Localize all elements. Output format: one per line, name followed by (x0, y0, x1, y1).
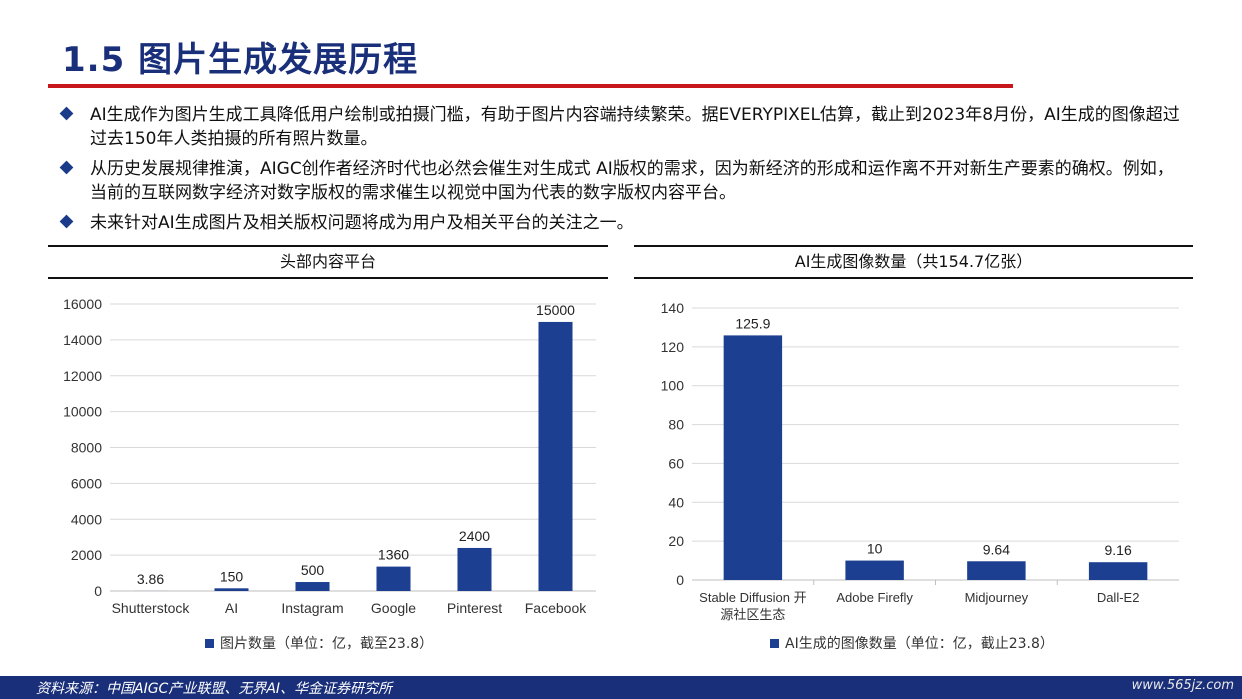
y-tick-label: 60 (668, 455, 684, 471)
bar-value-label: 1360 (378, 547, 409, 563)
diamond-bullet-icon (59, 106, 74, 121)
bullet-text: 从历史发展规律推演，AIGC创作者经济时代也必然会催生对生成式 AI版权的需求，… (90, 159, 1174, 203)
chart2-ai-images: 0 20 40 60 80 100 120 140 125.9 Stable Diffusion … (661, 300, 1179, 622)
y-tick-label: 16000 (63, 296, 102, 312)
bar-value-label: 9.16 (1105, 542, 1132, 558)
diamond-bullet-icon (59, 214, 74, 229)
bullet-list: AI生成作为图片生成工具降低用户绘制或拍摄门槛，有助于图片内容端持续繁荣。据EV… (59, 103, 1190, 241)
bar (723, 335, 783, 580)
y-tick-label: 140 (661, 300, 685, 316)
bar-value-label: 10 (867, 541, 883, 557)
y-tick-label: 14000 (63, 332, 102, 348)
x-category-label: Dall-E2 (1097, 590, 1140, 605)
bullet-item: 未来针对AI生成图片及相关版权问题将成为用户及相关平台的关注之一。 (59, 211, 1190, 235)
y-tick-label: 12000 (63, 368, 102, 384)
x-category-label: Shutterstock (112, 600, 191, 616)
x-category-label: Adobe Firefly (836, 590, 913, 605)
bullet-text: 未来针对AI生成图片及相关版权问题将成为用户及相关平台的关注之一。 (90, 213, 634, 233)
x-category-label: Midjourney (965, 590, 1029, 605)
y-tick-label: 10000 (63, 404, 102, 420)
bar (214, 588, 249, 591)
bar-value-label: 150 (220, 568, 244, 584)
y-tick-label: 2000 (71, 547, 102, 563)
y-tick-label: 120 (661, 339, 685, 355)
bar-value-label: 9.64 (983, 541, 1010, 557)
chart2-title: AI生成图像数量（共154.7亿张） (634, 245, 1193, 279)
chart2-legend: AI生成的图像数量（单位：亿，截止23.8） (770, 633, 1054, 653)
bar (295, 582, 330, 591)
x-category-label: AI (225, 600, 238, 616)
chart1-platform-images: 0 2000 4000 6000 8000 10000 12000 14000 16000 3.8… (63, 296, 596, 616)
y-tick-label: 80 (668, 417, 684, 433)
x-category-label: Google (371, 600, 416, 616)
x-category-label: Stable Diffusion 开 (699, 590, 806, 605)
y-tick-label: 20 (668, 533, 684, 549)
bar (845, 560, 904, 580)
x-category-label: 源社区生态 (720, 607, 785, 622)
y-tick-label: 8000 (71, 440, 102, 456)
bullet-item: 从历史发展规律推演，AIGC创作者经济时代也必然会催生对生成式 AI版权的需求，… (59, 157, 1190, 205)
bar (457, 547, 492, 591)
y-tick-label: 40 (668, 494, 684, 510)
legend-swatch (205, 638, 214, 648)
footer-bar: 资料来源：中国AIGC产业联盟、无界AI、华金证券研究所 www.565jz.c… (0, 676, 1242, 699)
bar-value-label: 2400 (459, 528, 490, 544)
diamond-bullet-icon (59, 160, 74, 175)
y-tick-label: 6000 (71, 475, 102, 491)
bar-value-label: 15000 (536, 302, 575, 318)
y-tick-label: 4000 (71, 511, 102, 527)
page-title: 1.5 图片生成发展历程 (62, 40, 419, 80)
bar (1088, 562, 1148, 580)
x-category-label: Facebook (525, 600, 587, 616)
bullet-item: AI生成作为图片生成工具降低用户绘制或拍摄门槛，有助于图片内容端持续繁荣。据EV… (59, 103, 1190, 151)
x-category-label: Pinterest (447, 600, 502, 616)
watermark: www.565jz.com (1131, 678, 1234, 693)
chart1-legend: 图片数量（单位：亿，截至23.8） (205, 633, 433, 653)
title-underline (48, 84, 1013, 88)
bar-value-label: 500 (301, 562, 325, 578)
bar (376, 566, 411, 591)
bullet-text: AI生成作为图片生成工具降低用户绘制或拍摄门槛，有助于图片内容端持续繁荣。据EV… (90, 105, 1180, 149)
title-bar: 1.5 图片生成发展历程 (48, 20, 1013, 90)
bar-value-label: 3.86 (137, 571, 164, 587)
legend-label: 图片数量（单位：亿，截至23.8） (220, 636, 434, 652)
x-category-label: Instagram (281, 600, 343, 616)
source-note: 资料来源：中国AIGC产业联盟、无界AI、华金证券研究所 (36, 681, 393, 697)
bar (538, 321, 573, 591)
bar-value-label: 125.9 (735, 315, 770, 331)
bar (967, 561, 1026, 580)
y-tick-label: 100 (661, 378, 685, 394)
y-tick-label: 0 (676, 572, 684, 588)
y-tick-label: 0 (94, 583, 102, 599)
chart1-title: 头部内容平台 (48, 245, 608, 279)
legend-label: AI生成的图像数量（单位：亿，截止23.8） (785, 636, 1054, 652)
legend-swatch (770, 638, 779, 648)
